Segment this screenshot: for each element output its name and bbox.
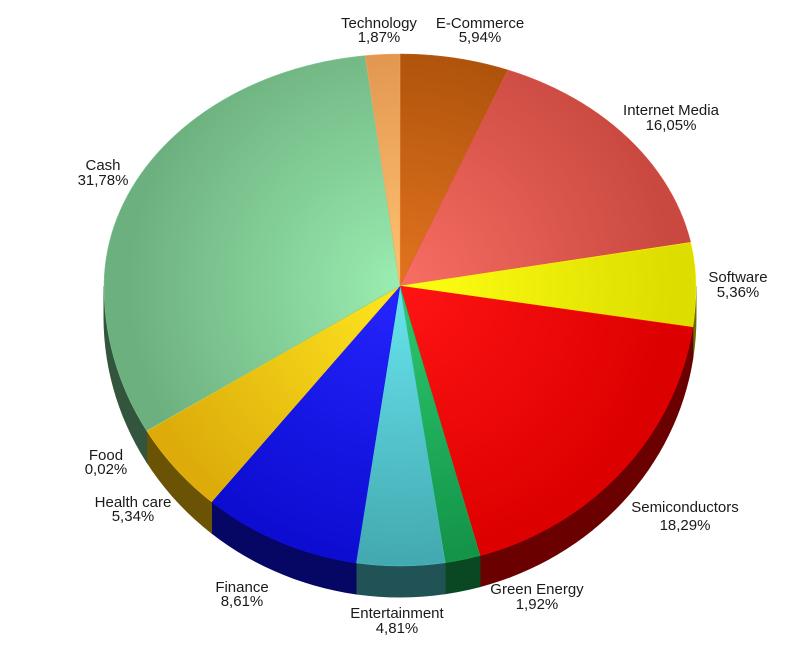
svg-text:8,61%: 8,61% bbox=[221, 593, 264, 610]
svg-text:5,36%: 5,36% bbox=[717, 284, 760, 301]
svg-text:0,02%: 0,02% bbox=[85, 461, 128, 478]
svg-text:18,29%: 18,29% bbox=[660, 517, 711, 534]
svg-text:5,34%: 5,34% bbox=[112, 508, 155, 525]
svg-text:1,87%: 1,87% bbox=[358, 29, 401, 46]
svg-text:16,05%: 16,05% bbox=[646, 117, 697, 134]
svg-text:Semiconductors: Semiconductors bbox=[631, 499, 739, 516]
svg-text:1,92%: 1,92% bbox=[516, 596, 559, 613]
svg-text:4,81%: 4,81% bbox=[376, 620, 419, 637]
svg-text:31,78%: 31,78% bbox=[78, 172, 129, 189]
svg-text:5,94%: 5,94% bbox=[459, 29, 502, 46]
